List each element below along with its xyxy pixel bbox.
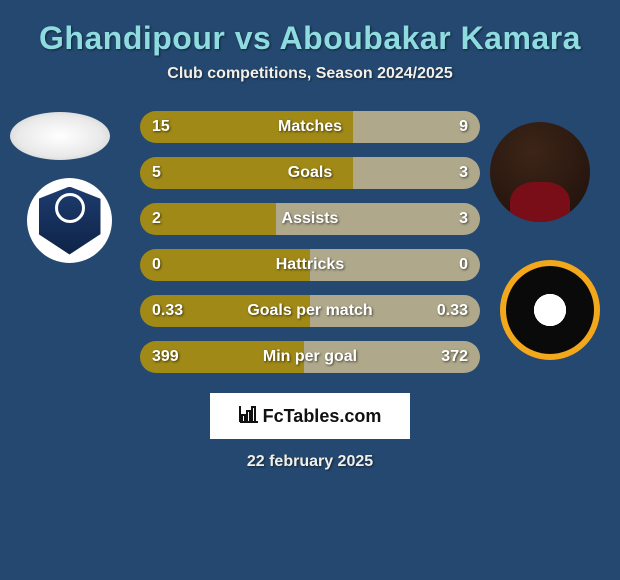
stat-value-left: 0 [152, 256, 161, 274]
branding-text: FcTables.com [263, 406, 382, 427]
stat-row: 15 9 Matches [140, 111, 480, 143]
stat-row: 0 0 Hattricks [140, 249, 480, 281]
stat-row: 0.33 0.33 Goals per match [140, 295, 480, 327]
stat-label: Min per goal [263, 348, 357, 366]
stat-value-right: 0 [459, 256, 468, 274]
stat-value-left: 399 [152, 348, 179, 366]
player1-club-badge [27, 178, 112, 263]
stat-label: Goals per match [247, 302, 372, 320]
subtitle: Club competitions, Season 2024/2025 [0, 65, 620, 83]
stat-value-right: 9 [459, 118, 468, 136]
stat-row: 5 3 Goals [140, 157, 480, 189]
stat-value-right: 0.33 [437, 302, 468, 320]
stat-value-left: 0.33 [152, 302, 183, 320]
chart-icon [239, 405, 259, 428]
player1-avatar [10, 112, 110, 160]
stat-label: Hattricks [276, 256, 344, 274]
stat-label: Goals [288, 164, 332, 182]
stat-label: Assists [282, 210, 339, 228]
player2-club-badge [500, 260, 600, 360]
branding-badge[interactable]: FcTables.com [210, 393, 410, 439]
stat-value-left: 15 [152, 118, 170, 136]
stat-value-right: 3 [459, 210, 468, 228]
stat-value-right: 3 [459, 164, 468, 182]
stat-value-left: 5 [152, 164, 161, 182]
date-text: 22 february 2025 [0, 453, 620, 471]
stat-value-right: 372 [441, 348, 468, 366]
page-title: Ghandipour vs Aboubakar Kamara [0, 20, 620, 57]
stat-value-left: 2 [152, 210, 161, 228]
stat-row: 2 3 Assists [140, 203, 480, 235]
stat-label: Matches [278, 118, 342, 136]
player2-avatar [490, 122, 590, 222]
stat-row: 399 372 Min per goal [140, 341, 480, 373]
